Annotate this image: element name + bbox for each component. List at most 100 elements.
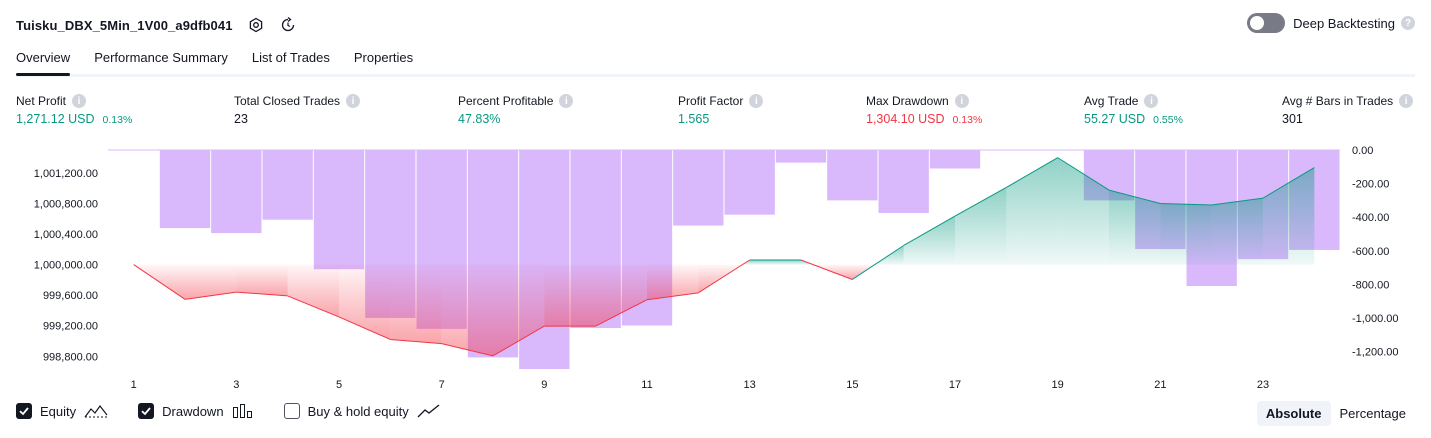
metric-label: Max Drawdown — [866, 94, 949, 108]
x-axis-tick-label: 9 — [541, 379, 547, 391]
right-axis-tick-label: -600.00 — [1352, 246, 1389, 258]
tab-list-of-trades[interactable]: List of Trades — [251, 50, 330, 65]
display-mode-switch: Absolute Percentage — [1256, 401, 1415, 426]
drawdown-bar — [724, 150, 775, 215]
metric-label: Avg # Bars in Trades — [1282, 94, 1394, 108]
left-axis-tick-label: 998,800.00 — [43, 351, 98, 363]
equity-checkbox[interactable] — [16, 403, 32, 419]
x-axis-tick-label: 5 — [336, 379, 342, 391]
drawdown-bar — [673, 150, 724, 226]
legend-buy-hold-label: Buy & hold equity — [307, 403, 409, 419]
drawdown-bar — [878, 150, 929, 213]
equity-line-segment — [236, 291, 288, 297]
metric-value: 55.27 USD — [1084, 112, 1146, 126]
equity-line-segment — [954, 186, 1007, 217]
equity-line-segment — [698, 259, 750, 294]
left-axis-tick-label: 999,600.00 — [43, 290, 98, 302]
right-axis-tick-label: -400.00 — [1352, 212, 1389, 224]
equity-line-segment — [852, 245, 904, 280]
info-icon[interactable]: i — [346, 94, 361, 108]
left-axis-tick-label: 1,000,000.00 — [34, 260, 98, 272]
metric-total-closed-trades: Total Closed Trades i 23 — [234, 94, 361, 126]
deep-backtesting-toggle[interactable] — [1247, 13, 1286, 33]
info-icon[interactable]: i — [1399, 94, 1414, 108]
strategy-title: Tuisku_DBX_5Min_1V00_a9dfb041 — [16, 17, 233, 33]
metric-value: 23 — [234, 112, 248, 126]
refresh-icon[interactable] — [279, 16, 297, 34]
buy-hold-checkbox[interactable] — [283, 403, 300, 419]
left-axis-tick-label: 1,000,400.00 — [34, 229, 98, 241]
chart-legend: Equity Drawdown Buy & hold equity — [16, 403, 471, 419]
x-axis-tick-label: 13 — [744, 379, 756, 391]
x-axis-tick-label: 17 — [949, 379, 961, 391]
tab-performance-summary[interactable]: Performance Summary — [94, 50, 228, 65]
info-icon[interactable]: i — [749, 94, 764, 108]
equity-area-negative — [544, 264, 596, 327]
equity-area-positive — [1263, 167, 1315, 265]
equity-line-segment — [595, 299, 648, 327]
right-axis-tick-label: -200.00 — [1352, 179, 1389, 191]
metric-avg-trade: Avg Trade i 55.27 USD 0.55% — [1084, 94, 1183, 126]
x-axis-tick-label: 23 — [1257, 379, 1269, 391]
equity-line-segment — [646, 292, 699, 301]
tab-properties[interactable]: Properties — [353, 50, 414, 65]
metric-value: 1,271.12 USD — [16, 112, 95, 126]
equity-area-negative — [185, 264, 237, 300]
equity-area-negative — [236, 264, 288, 296]
strategy-header: Tuisku_DBX_5Min_1V00_a9dfb041 — [16, 14, 297, 36]
metric-percent: 0.13% — [952, 114, 983, 126]
equity-area-negative — [647, 264, 699, 300]
drawdown-bar — [159, 150, 211, 229]
drawdown-bars-icon — [232, 403, 254, 419]
equity-area-positive — [1160, 203, 1212, 265]
info-icon[interactable]: i — [72, 94, 87, 108]
equity-area-negative — [441, 264, 493, 356]
drawdown-bar — [775, 150, 827, 163]
metric-percent: 0.55% — [1153, 114, 1183, 126]
metric-label: Net Profit — [16, 94, 67, 108]
equity-line-segment — [903, 215, 956, 246]
drawdown-bar — [827, 150, 878, 201]
gear-icon[interactable] — [247, 16, 265, 34]
left-axis-tick-label: 999,200.00 — [43, 321, 98, 333]
metric-value: 47.83% — [458, 112, 501, 126]
x-axis-tick-label: 11 — [641, 379, 652, 391]
info-icon[interactable]: i — [559, 94, 574, 108]
equity-line-icon — [84, 403, 108, 419]
left-axis-tick-label: 1,001,200.00 — [34, 168, 98, 180]
drawdown-bar — [929, 150, 981, 169]
metric-max-drawdown: Max Drawdown i 1,304.10 USD 0.13% — [866, 94, 982, 126]
mode-percentage[interactable]: Percentage — [1339, 406, 1407, 421]
metric-label: Percent Profitable — [458, 94, 554, 108]
equity-line-segment — [390, 338, 442, 345]
metric-label: Total Closed Trades — [234, 94, 341, 108]
x-axis-tick-label: 19 — [1052, 379, 1064, 391]
metric-value: 301 — [1282, 112, 1303, 126]
metric-percent: 0.13% — [102, 114, 133, 126]
left-axis-tick-label: 1,000,800.00 — [34, 198, 98, 210]
equity-area-positive — [955, 187, 1007, 265]
equity-area-positive — [749, 260, 801, 265]
equity-line-segment — [1211, 197, 1264, 206]
tab-overview[interactable]: Overview — [16, 48, 71, 76]
x-axis-tick-label: 3 — [233, 379, 239, 391]
info-icon[interactable]: i — [954, 94, 969, 108]
mode-absolute[interactable]: Absolute — [1256, 401, 1331, 426]
info-icon[interactable]: i — [1144, 94, 1159, 108]
legend-drawdown[interactable]: Drawdown — [138, 403, 253, 419]
legend-equity[interactable]: Equity — [16, 403, 108, 419]
legend-buy-hold[interactable]: Buy & hold equity — [283, 403, 441, 419]
equity-line-segment — [287, 295, 340, 318]
equity-area-positive — [903, 216, 955, 265]
equity-line-segment — [441, 343, 494, 357]
deep-backtesting: Deep Backtesting ? — [1247, 13, 1415, 33]
x-axis-tick-label: 21 — [1154, 379, 1166, 391]
equity-area-negative — [595, 264, 647, 327]
equity-line-segment — [1057, 157, 1110, 191]
equity-area-positive — [1109, 190, 1161, 265]
metric-label: Profit Factor — [678, 94, 744, 108]
equity-line-segment — [133, 264, 186, 300]
help-icon[interactable]: ? — [1401, 16, 1415, 30]
drawdown-bar — [262, 150, 313, 220]
drawdown-checkbox[interactable] — [138, 403, 155, 419]
